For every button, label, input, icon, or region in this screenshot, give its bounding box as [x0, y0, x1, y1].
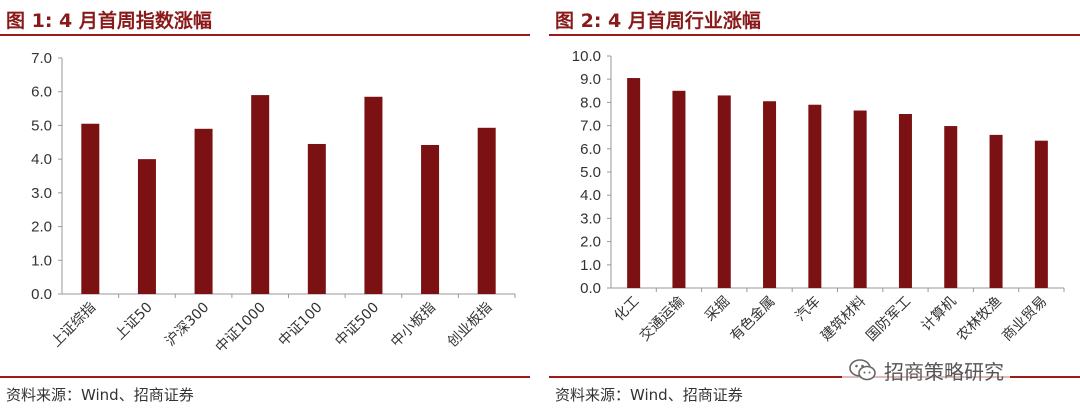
bar [81, 123, 100, 294]
y-tick-label: 0.0 [31, 286, 52, 303]
y-tick-label: 0.0 [580, 280, 601, 297]
y-tick-label: 2.0 [580, 234, 601, 251]
bar [421, 144, 440, 294]
y-tick-label: 4.0 [580, 187, 601, 204]
y-tick-label: 9.0 [580, 71, 601, 88]
right-source-note: 资料来源：Wind、招商证券 [555, 386, 743, 404]
bar [1034, 140, 1048, 288]
right-chart-panel: 图 2: 4 月首周行业涨幅 0.0 1.0 2.0 3.0 4.0 5.0 6.0 7.0 8… [549, 0, 1080, 416]
y-tick-label: 3.0 [580, 210, 601, 227]
x-tick-label: 农林牧渔 [954, 294, 1005, 345]
bar [307, 143, 326, 294]
bar [251, 95, 270, 294]
bar [627, 78, 641, 288]
wechat-icon [849, 359, 876, 381]
bar [763, 101, 777, 288]
y-tick-label: 8.0 [580, 94, 601, 111]
right-title-rule [549, 34, 1080, 36]
y-tick-label: 1.0 [580, 257, 601, 274]
y-tick-label: 2.0 [31, 219, 52, 236]
x-tick-label: 建筑材料 [818, 294, 869, 345]
x-tick-label: 沪深300 [162, 300, 212, 350]
x-tick-label: 中证500 [332, 300, 382, 350]
x-tick-label: 汽车 [792, 293, 824, 325]
right-bottom-rule [549, 376, 1080, 378]
x-tick-label: 有色金属 [727, 293, 779, 345]
bar [137, 159, 156, 294]
watermark-text: 招商策略研究 [884, 359, 1004, 384]
bar [194, 128, 213, 294]
x-tick-label: 上证综指 [48, 300, 99, 351]
left-chart-title: 图 1: 4 月首周指数涨幅 [6, 10, 212, 32]
y-tick-label: 5.0 [580, 164, 601, 181]
x-tick-label: 化工 [611, 294, 642, 325]
y-tick-label: 6.0 [31, 84, 52, 101]
bar [477, 127, 496, 294]
bar [672, 90, 686, 288]
y-tick-label: 7.0 [31, 50, 52, 67]
left-chart-panel: 图 1: 4 月首周指数涨幅 0.0 1.0 2.0 3.0 4.0 5.0 6.0 7.0 上… [0, 0, 530, 416]
x-tick-label: 商业贸易 [999, 294, 1050, 345]
watermark: 招商策略研究 [842, 352, 1010, 388]
bar [898, 114, 912, 288]
x-tick-label: 交通运输 [636, 293, 688, 345]
y-tick-label: 6.0 [580, 141, 601, 158]
x-tick-label: 创业板指 [445, 300, 496, 351]
left-source-note: 资料来源：Wind、招商证券 [6, 386, 194, 404]
bar [717, 95, 731, 288]
x-tick-label: 计算机 [919, 294, 960, 335]
y-tick-label: 1.0 [31, 252, 52, 269]
x-tick-label: 上证50 [112, 300, 156, 344]
left-bottom-rule [0, 376, 530, 378]
x-tick-label: 中小板指 [388, 300, 439, 351]
y-tick-label: 3.0 [31, 185, 52, 202]
y-tick-label: 7.0 [580, 118, 601, 135]
right-chart-title: 图 2: 4 月首周行业涨幅 [555, 10, 761, 32]
bar [853, 110, 867, 289]
bar [989, 134, 1003, 288]
y-tick-label: 10.0 [572, 48, 601, 65]
x-tick-label: 中证1000 [213, 300, 269, 356]
right-bar-chart: 0.0 1.0 2.0 3.0 4.0 5.0 6.0 7.0 8.0 9.0 10.0 化工交通运输… [572, 48, 1065, 345]
bar [808, 104, 822, 288]
bar [944, 126, 958, 289]
y-tick-label: 5.0 [31, 117, 52, 134]
x-tick-label: 中证100 [276, 300, 326, 350]
x-tick-label: 国防军工 [863, 294, 914, 345]
y-tick-label: 4.0 [31, 151, 52, 168]
bar [364, 96, 383, 294]
left-title-rule [0, 34, 530, 36]
x-tick-label: 采掘 [702, 294, 733, 325]
